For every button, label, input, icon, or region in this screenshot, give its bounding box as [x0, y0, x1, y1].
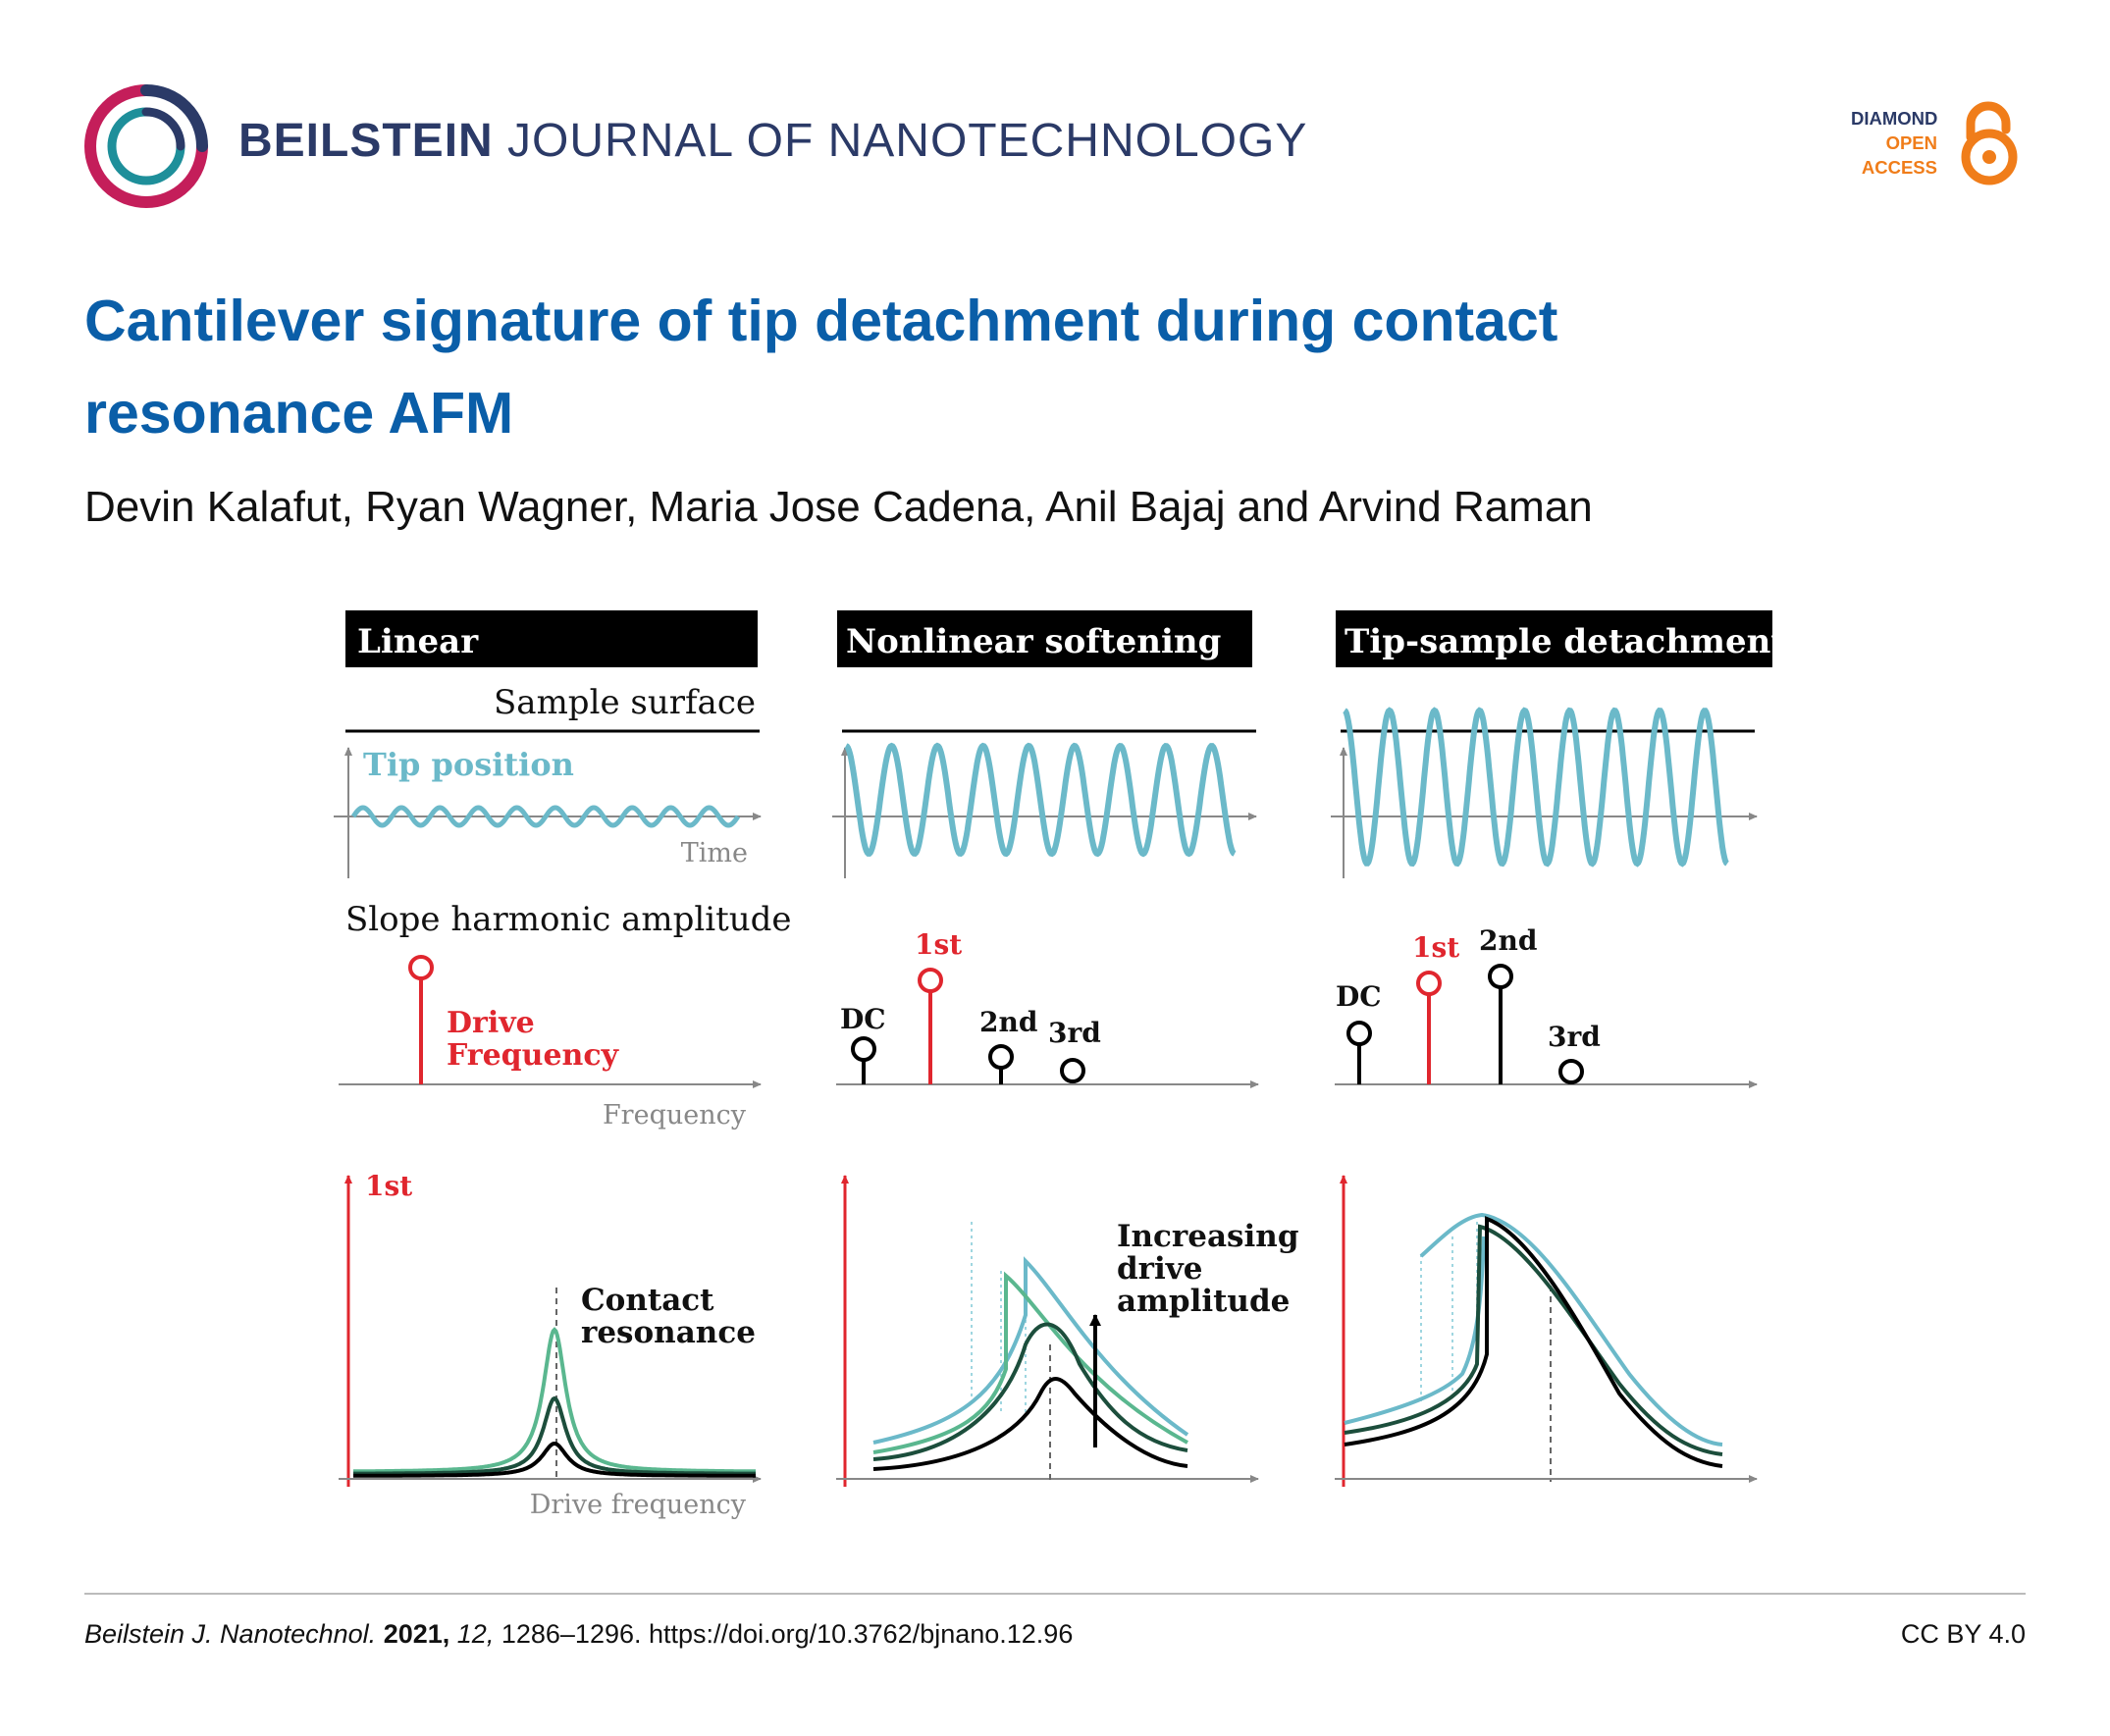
citation-volume: 12, [456, 1619, 495, 1649]
frequency-label: Frequency [603, 1100, 747, 1131]
first-label-detachment: 1st [1412, 931, 1459, 964]
title-line-2: resonance AFM [84, 381, 514, 446]
panel-header-detachment: Tip-sample detachment [1345, 622, 1786, 661]
first-axis-label: 1st [365, 1170, 412, 1202]
response-curve-linear-low [353, 1441, 756, 1478]
second-label-softening: 2nd [979, 1006, 1037, 1038]
increasing-label-line3: amplitude [1117, 1284, 1290, 1319]
detach-curve-1 [1344, 1236, 1486, 1425]
response-curve-linear-mid [353, 1395, 756, 1476]
time-label: Time [681, 838, 748, 868]
beilstein-logo-icon [84, 84, 208, 208]
tip-position-label: Tip position [363, 746, 574, 783]
journal-name: BEILSTEIN JOURNAL OF NANOTECHNOLOGY [238, 114, 1307, 168]
open-access-lock-icon [1961, 101, 2018, 185]
badge-open: OPEN [1885, 132, 1937, 153]
stem-head-second-detachment [1488, 964, 1513, 989]
response-curve-softening-2 [872, 1271, 1188, 1454]
dc-label-detachment: DC [1336, 980, 1382, 1013]
stem-head-dc-detachment [1346, 1021, 1372, 1046]
stem-head-first-detachment [1416, 971, 1442, 996]
citation-journal: Beilstein J. Nanotechnol. [84, 1619, 377, 1649]
tip-wave-linear [350, 805, 741, 828]
panel-header-linear-bg [345, 610, 758, 667]
third-label-detachment: 3rd [1548, 1021, 1601, 1053]
graphical-abstract-figure: Linear Nonlinear softening Tip-sample de… [334, 610, 1786, 1520]
stem-head-third-softening [1060, 1058, 1085, 1083]
journal-name-bold: BEILSTEIN [238, 115, 494, 167]
badge-diamond: DIAMOND [1851, 108, 1938, 129]
journal-name-rest: JOURNAL OF NANOTECHNOLOGY [493, 115, 1308, 167]
title-line-1: Cantilever signature of tip detachment d… [84, 289, 1558, 353]
stem-head-first-softening [918, 968, 943, 993]
tip-wave-softening [844, 742, 1237, 858]
badge-access: ACCESS [1861, 157, 1937, 178]
panel-header-linear: Linear [357, 622, 479, 661]
increasing-label-line2: drive [1117, 1251, 1203, 1287]
footer-divider [84, 1593, 2026, 1595]
sample-surface-label: Sample surface [494, 683, 756, 722]
stem-head-third-detachment [1558, 1059, 1584, 1084]
open-access-badge: DIAMOND OPEN ACCESS [1851, 106, 1937, 180]
detach-curve-upper [1419, 1212, 1723, 1447]
detach-curve-2 [1344, 1224, 1723, 1456]
slope-harmonic-label: Slope harmonic amplitude [345, 900, 792, 939]
contact-label-line2: resonance [581, 1315, 756, 1350]
panel-header-softening: Nonlinear softening [846, 622, 1221, 661]
citation: Beilstein J. Nanotechnol. 2021, 12, 1286… [84, 1619, 1073, 1650]
panel-header-softening-bg [837, 610, 1252, 667]
response-curve-softening-3 [872, 1322, 1188, 1461]
drive-label-line1: Drive [447, 1006, 535, 1040]
dc-label-softening: DC [840, 1003, 886, 1035]
contact-label-line1: Contact [581, 1283, 714, 1318]
license: CC BY 4.0 [1900, 1619, 2026, 1649]
tip-wave-detachment [1343, 707, 1729, 868]
drive-label-line2: Frequency [447, 1038, 620, 1073]
article-authors: Devin Kalafut, Ryan Wagner, Maria Jose C… [84, 483, 1593, 531]
third-label-softening: 3rd [1048, 1017, 1101, 1049]
stem-head-second-softening [988, 1044, 1014, 1070]
stem-head-drive-linear [408, 955, 434, 980]
drive-frequency-label: Drive frequency [530, 1490, 747, 1520]
panel-header-detachment-bg [1336, 610, 1772, 667]
response-curve-softening-4 [872, 1377, 1188, 1471]
response-curve-linear-high [353, 1327, 756, 1474]
second-label-detachment: 2nd [1479, 924, 1537, 957]
article-title: Cantilever signature of tip detachment d… [84, 275, 1949, 459]
citation-pages-doi[interactable]: 1286–1296. https://doi.org/10.3762/bjnan… [501, 1619, 1074, 1649]
stem-head-dc-softening [851, 1036, 876, 1062]
increasing-label-line1: Increasing [1117, 1219, 1299, 1254]
citation-year: 2021, [383, 1619, 450, 1649]
detach-curve-3 [1344, 1216, 1723, 1468]
response-curve-softening-1 [872, 1256, 1189, 1445]
first-label-softening: 1st [915, 928, 962, 961]
